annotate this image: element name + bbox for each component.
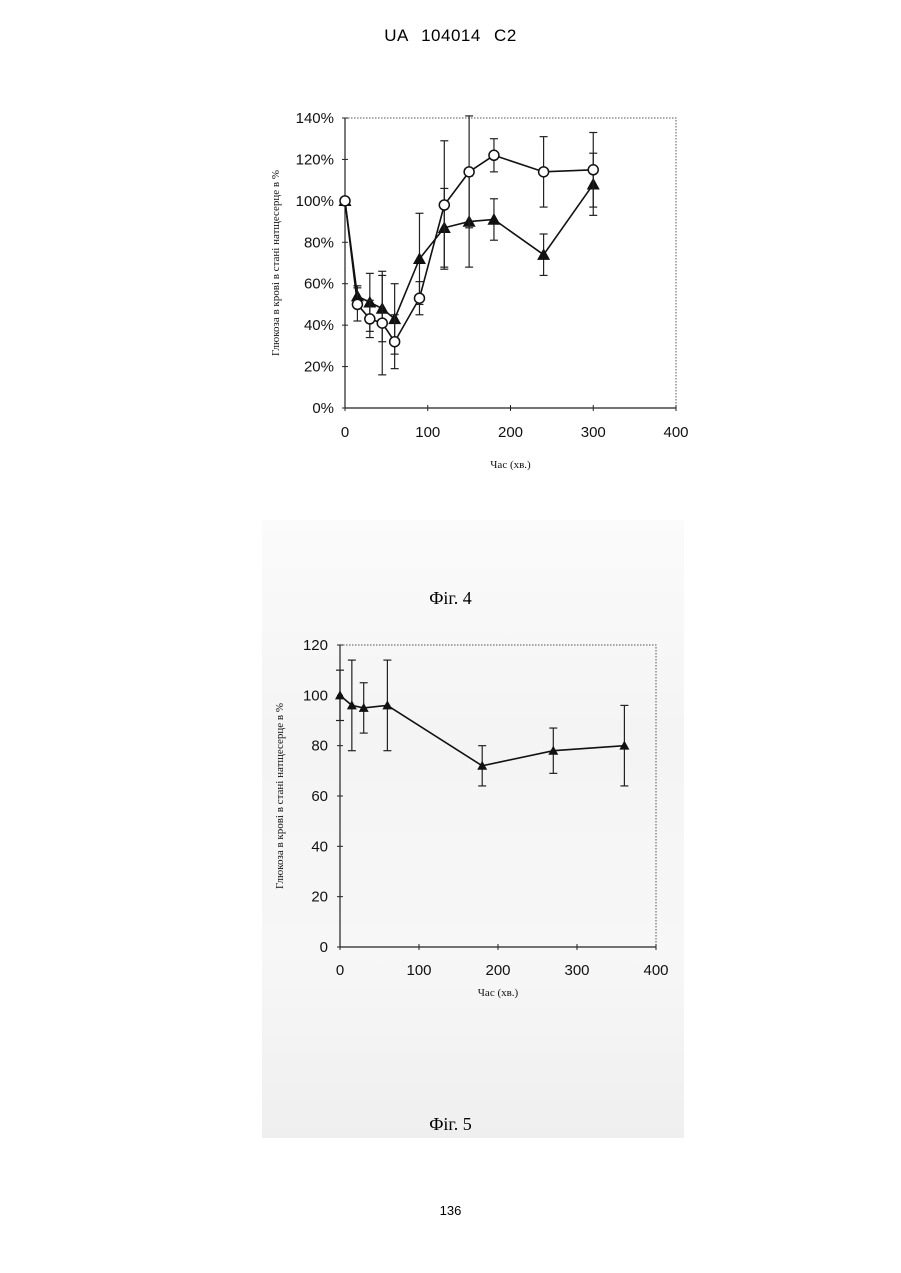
- x-tick-label: 100: [406, 962, 431, 979]
- y-tick-label: 40: [311, 838, 328, 855]
- y-tick-label: 80: [311, 738, 328, 755]
- x-axis-label: Час (хв.): [478, 987, 519, 999]
- data-point-triangle: [335, 690, 345, 699]
- x-tick-label: 300: [564, 962, 589, 979]
- y-tick-label: 60: [311, 788, 328, 805]
- x-tick-label: 0: [336, 962, 344, 979]
- y-tick-label: 100: [303, 687, 328, 704]
- x-tick-label: 400: [643, 962, 668, 979]
- y-tick-label: 0: [320, 939, 328, 956]
- figure-5-caption: Фіг. 5: [0, 1114, 901, 1135]
- data-point-triangle: [382, 700, 392, 709]
- page-number: 136: [0, 1203, 901, 1218]
- y-axis-label: Глюкоза в крові в стані натщесерце в %: [274, 703, 286, 889]
- y-tick-label: 120: [303, 637, 328, 654]
- x-tick-label: 200: [485, 962, 510, 979]
- y-tick-label: 20: [311, 889, 328, 906]
